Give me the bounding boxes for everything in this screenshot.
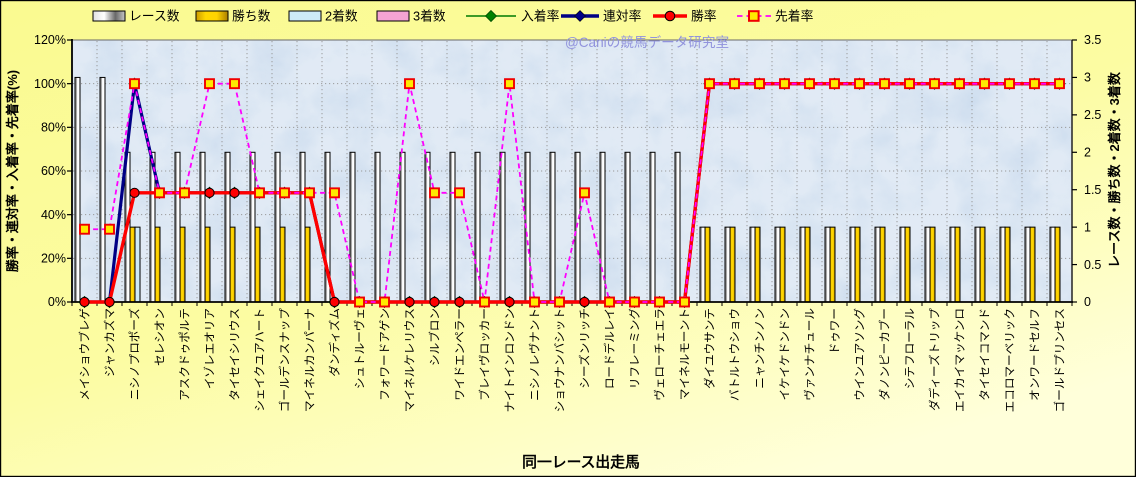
- svg-text:1.5: 1.5: [1084, 183, 1101, 197]
- svg-text:@Caniの競馬データ研究室: @Caniの競馬データ研究室: [565, 34, 729, 50]
- svg-text:メイショウブレゲ: メイショウブレゲ: [78, 308, 92, 401]
- svg-text:3.5: 3.5: [1084, 33, 1101, 47]
- svg-text:セレシオン: セレシオン: [154, 308, 167, 366]
- svg-text:ゴールデンスナップ: ゴールデンスナップ: [278, 308, 292, 413]
- svg-text:イゾレエオリア: イゾレエオリア: [204, 308, 217, 389]
- svg-text:シュトルーヴェ: シュトルーヴェ: [353, 308, 367, 389]
- svg-text:エコロマーベリック: エコロマーベリック: [1004, 308, 1017, 412]
- svg-text:ブレイヴロッカー: ブレイヴロッカー: [478, 308, 492, 401]
- svg-text:ダイユウサンテ: ダイユウサンテ: [703, 308, 717, 389]
- svg-text:ダノンピーカブー: ダノンピーカブー: [878, 308, 892, 400]
- svg-text:勝率・連対率・入着率・先着率(%): 勝率・連対率・入着率・先着率(%): [5, 70, 20, 272]
- svg-text:1: 1: [1084, 220, 1091, 234]
- svg-text:ドゥワー: ドゥワー: [829, 308, 842, 354]
- svg-text:ヴェローチェエラ: ヴェローチェエラ: [653, 308, 667, 401]
- svg-text:2.5: 2.5: [1084, 108, 1101, 122]
- svg-text:シルブロン: シルブロン: [428, 308, 442, 366]
- svg-text:イケイケドンドン: イケイケドンドン: [779, 308, 792, 401]
- svg-text:3着数: 3着数: [413, 9, 446, 24]
- svg-text:連対率: 連対率: [603, 9, 642, 24]
- svg-text:ゴールドプリンセス: ゴールドプリンセス: [1053, 308, 1067, 412]
- svg-text:0: 0: [1084, 295, 1091, 309]
- svg-text:レース数: レース数: [129, 9, 180, 24]
- svg-text:マイネルモーント: マイネルモーント: [679, 308, 692, 400]
- svg-text:レース数・勝ち数・2着数・3着数: レース数・勝ち数・2着数・3着数: [1107, 71, 1122, 268]
- svg-text:同一レース出走馬: 同一レース出走馬: [522, 453, 640, 471]
- svg-text:ニシノレヴナント: ニシノレヴナント: [528, 308, 542, 401]
- svg-text:マイネルカンパーナ: マイネルカンパーナ: [304, 308, 317, 412]
- svg-text:120%: 120%: [34, 33, 66, 47]
- svg-text:100%: 100%: [34, 77, 66, 91]
- svg-text:リフレーミング: リフレーミング: [628, 308, 642, 390]
- svg-text:ニャンチンノン: ニャンチンノン: [754, 308, 767, 389]
- svg-text:シーズンリッチ: シーズンリッチ: [578, 308, 592, 389]
- svg-text:60%: 60%: [41, 164, 66, 178]
- svg-text:ジャンカズマ: ジャンカズマ: [103, 308, 117, 377]
- svg-text:シテフローラル: シテフローラル: [904, 308, 917, 390]
- svg-text:80%: 80%: [41, 121, 66, 135]
- svg-text:入着率: 入着率: [521, 9, 560, 24]
- svg-text:アスクドゥポルテ: アスクドゥポルテ: [179, 308, 192, 401]
- svg-text:0.5: 0.5: [1084, 258, 1101, 272]
- svg-text:ダンディズム: ダンディズム: [328, 308, 342, 377]
- svg-text:オンワードセルフ: オンワードセルフ: [1029, 308, 1042, 401]
- svg-text:シェイクユアハート: シェイクユアハート: [254, 308, 267, 412]
- svg-text:バトルトウショウ: バトルトウショウ: [729, 308, 742, 401]
- svg-text:フォワードアゲン: フォワードアゲン: [379, 308, 392, 401]
- svg-text:ロードデルレイ: ロードデルレイ: [603, 308, 617, 389]
- svg-text:2: 2: [1084, 146, 1091, 160]
- svg-text:20%: 20%: [41, 252, 66, 266]
- svg-text:40%: 40%: [41, 208, 66, 222]
- svg-text:ナイトインロンドン: ナイトインロンドン: [504, 308, 517, 412]
- svg-text:ウインユアソング: ウインユアソング: [853, 308, 867, 401]
- svg-text:先着率: 先着率: [775, 9, 814, 24]
- svg-text:3: 3: [1084, 71, 1091, 85]
- svg-text:勝ち数: 勝ち数: [232, 9, 271, 24]
- svg-text:2着数: 2着数: [325, 9, 358, 24]
- svg-text:ショウナンバシット: ショウナンバシット: [554, 308, 567, 412]
- svg-text:タイセイコマンド: タイセイコマンド: [979, 308, 992, 401]
- svg-text:0%: 0%: [48, 295, 66, 309]
- svg-text:タイセイシリウス: タイセイシリウス: [229, 308, 242, 401]
- svg-text:ヴァンナチュール: ヴァンナチュール: [803, 308, 817, 401]
- svg-text:ワイドエンペラー: ワイドエンペラー: [454, 308, 467, 401]
- svg-text:マイネルケレリウス: マイネルケレリウス: [404, 308, 417, 412]
- svg-text:ニシノプロポーズ: ニシノプロポーズ: [128, 308, 142, 401]
- svg-text:ダディーズトリップ: ダディーズトリップ: [928, 308, 942, 411]
- svg-text:勝率: 勝率: [691, 9, 717, 24]
- svg-text:エイカイマッケンロ: エイカイマッケンロ: [954, 308, 967, 412]
